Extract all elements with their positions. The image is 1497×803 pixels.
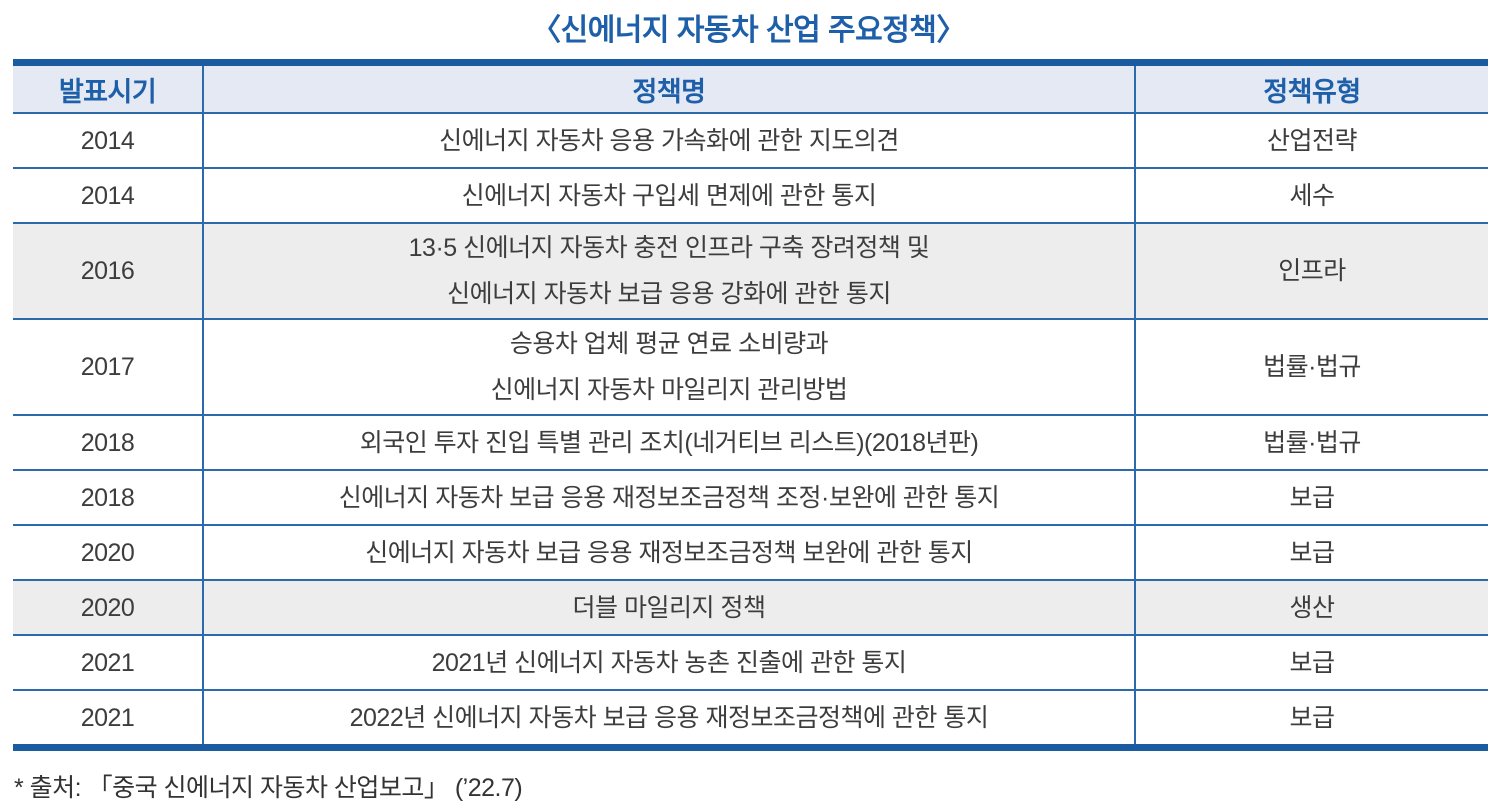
policy-cell: 승용차 업체 평균 연료 소비량과 신에너지 자동차 마일리지 관리방법 bbox=[203, 319, 1136, 416]
policy-table-body: 2014 신에너지 자동차 응용 가속화에 관한 지도의견 산업전략 2014 신에너지… bbox=[13, 113, 1488, 748]
column-header-policy: 정책명 bbox=[203, 62, 1136, 114]
type-cell: 산업전략 bbox=[1135, 113, 1488, 169]
column-header-year: 발표시기 bbox=[13, 62, 204, 114]
table-row: 2020 더블 마일리지 정책 생산 bbox=[13, 580, 1488, 636]
policy-cell: 신에너지 자동차 보급 응용 재정보조금정책 보완에 관한 통지 bbox=[203, 525, 1136, 581]
table-row: 2021 2021년 신에너지 자동차 농촌 진출에 관한 통지 보급 bbox=[13, 635, 1488, 691]
table-row: 2018 신에너지 자동차 보급 응용 재정보조금정책 조정·보완에 관한 통지 보… bbox=[13, 470, 1488, 526]
type-cell: 법률·법규 bbox=[1135, 319, 1488, 416]
table-row: 2014 신에너지 자동차 응용 가속화에 관한 지도의견 산업전략 bbox=[13, 113, 1488, 169]
year-cell: 2021 bbox=[13, 690, 204, 748]
policy-table-header: 발표시기 정책명 정책유형 bbox=[13, 62, 1488, 114]
policy-cell: 외국인 투자 진입 특별 관리 조치(네거티브 리스트)(2018년판) bbox=[203, 415, 1136, 471]
table-row: 2017 승용차 업체 평균 연료 소비량과 신에너지 자동차 마일리지 관리방법… bbox=[13, 319, 1488, 416]
policy-cell: 신에너지 자동차 보급 응용 재정보조금정책 조정·보완에 관한 통지 bbox=[203, 470, 1136, 526]
policy-cell: 2021년 신에너지 자동차 농촌 진출에 관한 통지 bbox=[203, 635, 1136, 691]
table-row: 2020 신에너지 자동차 보급 응용 재정보조금정책 보완에 관한 통지 보급 bbox=[13, 525, 1488, 581]
policy-table: 발표시기 정책명 정책유형 2014 신에너지 자동차 응용 가속화에 관한 지도… bbox=[13, 59, 1488, 751]
table-row: 2016 13·5 신에너지 자동차 충전 인프라 구축 장려정책 및 신에너지 … bbox=[13, 223, 1488, 320]
year-cell: 2020 bbox=[13, 580, 204, 636]
year-cell: 2018 bbox=[13, 470, 204, 526]
year-cell: 2021 bbox=[13, 635, 204, 691]
column-header-type: 정책유형 bbox=[1135, 62, 1488, 114]
policy-cell: 2022년 신에너지 자동차 보급 응용 재정보조금정책에 관한 통지 bbox=[203, 690, 1136, 748]
year-cell: 2020 bbox=[13, 525, 204, 581]
source-footnote: * 출처: 「중국 신에너지 자동차 산업보고」 (’22.7) bbox=[14, 774, 523, 802]
table-row: 2014 신에너지 자동차 구입세 면제에 관한 통지 세수 bbox=[13, 168, 1488, 224]
year-cell: 2014 bbox=[13, 113, 204, 169]
type-cell: 인프라 bbox=[1135, 223, 1488, 320]
type-cell: 보급 bbox=[1135, 690, 1488, 748]
type-cell: 보급 bbox=[1135, 470, 1488, 526]
type-cell: 세수 bbox=[1135, 168, 1488, 224]
type-cell: 생산 bbox=[1135, 580, 1488, 636]
year-cell: 2014 bbox=[13, 168, 204, 224]
policy-cell: 13·5 신에너지 자동차 충전 인프라 구축 장려정책 및 신에너지 자동차 … bbox=[203, 223, 1136, 320]
type-cell: 보급 bbox=[1135, 635, 1488, 691]
policy-cell: 신에너지 자동차 구입세 면제에 관한 통지 bbox=[203, 168, 1136, 224]
policy-cell: 더블 마일리지 정책 bbox=[203, 580, 1136, 636]
year-cell: 2018 bbox=[13, 415, 204, 471]
header-row: 발표시기 정책명 정책유형 bbox=[13, 62, 1488, 114]
year-cell: 2016 bbox=[13, 223, 204, 320]
type-cell: 법률·법규 bbox=[1135, 415, 1488, 471]
page-title: 〈신에너지 자동차 산업 주요정책〉 bbox=[531, 14, 966, 47]
table-row: 2018 외국인 투자 진입 특별 관리 조치(네거티브 리스트)(2018년판)… bbox=[13, 415, 1488, 471]
policy-cell: 신에너지 자동차 응용 가속화에 관한 지도의견 bbox=[203, 113, 1136, 169]
type-cell: 보급 bbox=[1135, 525, 1488, 581]
table-row: 2021 2022년 신에너지 자동차 보급 응용 재정보조금정책에 관한 통지 보… bbox=[13, 690, 1488, 748]
year-cell: 2017 bbox=[13, 319, 204, 416]
